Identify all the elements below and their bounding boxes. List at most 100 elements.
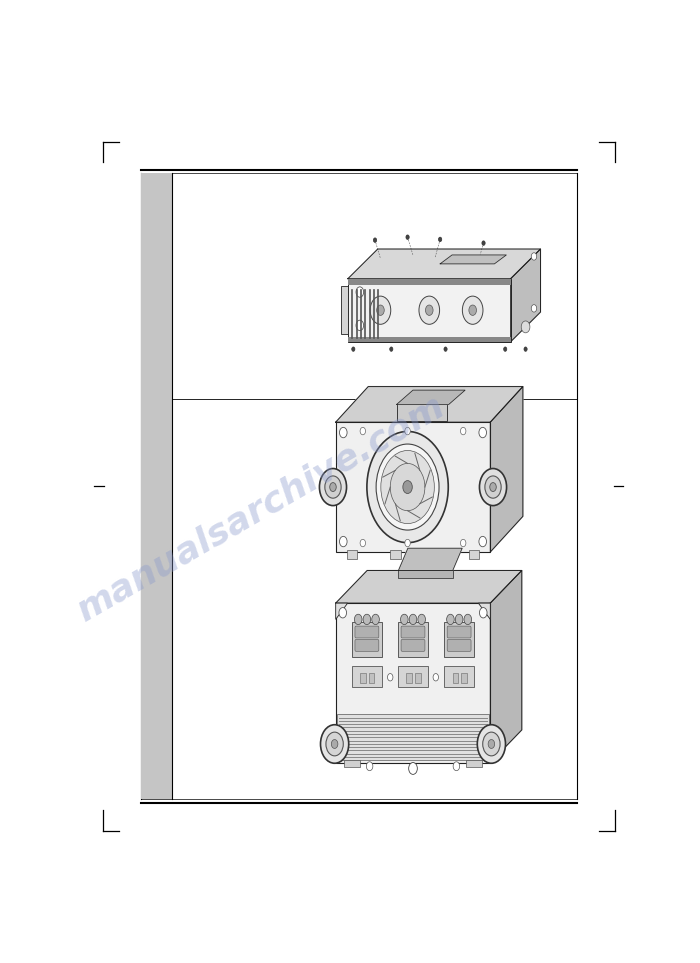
Bar: [397, 404, 447, 421]
FancyBboxPatch shape: [355, 639, 379, 651]
Bar: [398, 622, 428, 657]
Circle shape: [360, 539, 365, 547]
Bar: [337, 715, 489, 761]
Circle shape: [409, 763, 417, 774]
Circle shape: [356, 321, 363, 330]
Polygon shape: [336, 603, 348, 619]
Circle shape: [433, 673, 438, 681]
Circle shape: [531, 304, 537, 312]
FancyBboxPatch shape: [447, 626, 471, 638]
Bar: [430, 551, 442, 560]
Circle shape: [453, 762, 460, 770]
Circle shape: [426, 305, 433, 316]
Circle shape: [319, 469, 346, 506]
Circle shape: [377, 305, 384, 316]
Circle shape: [330, 482, 336, 491]
Bar: [415, 673, 421, 683]
Circle shape: [522, 321, 530, 333]
Circle shape: [461, 428, 466, 434]
Circle shape: [469, 305, 477, 316]
Circle shape: [339, 608, 346, 618]
Circle shape: [340, 428, 347, 438]
Circle shape: [370, 296, 391, 325]
Circle shape: [360, 428, 365, 434]
Circle shape: [326, 732, 343, 756]
Bar: [398, 570, 453, 578]
FancyBboxPatch shape: [401, 626, 425, 638]
Circle shape: [331, 740, 338, 748]
Polygon shape: [398, 548, 462, 570]
Bar: [466, 760, 482, 767]
Polygon shape: [511, 249, 540, 342]
Circle shape: [388, 673, 393, 681]
Circle shape: [373, 238, 377, 243]
Circle shape: [372, 614, 379, 625]
Polygon shape: [336, 386, 523, 422]
Bar: [348, 336, 510, 342]
Bar: [444, 622, 474, 657]
Bar: [369, 673, 375, 683]
Bar: [336, 422, 490, 552]
Bar: [407, 673, 412, 683]
Circle shape: [356, 287, 363, 298]
Circle shape: [463, 296, 483, 325]
Circle shape: [381, 451, 434, 524]
Circle shape: [340, 536, 347, 547]
Circle shape: [406, 235, 410, 240]
Circle shape: [354, 614, 362, 625]
Polygon shape: [348, 249, 540, 278]
Circle shape: [366, 762, 373, 770]
Bar: [346, 551, 358, 560]
Circle shape: [483, 732, 500, 756]
Bar: [398, 666, 428, 687]
Circle shape: [480, 469, 507, 506]
Circle shape: [444, 347, 447, 351]
Circle shape: [390, 347, 393, 351]
Circle shape: [376, 444, 439, 530]
Circle shape: [405, 539, 410, 547]
Circle shape: [405, 428, 410, 434]
Bar: [360, 673, 366, 683]
Bar: [342, 286, 348, 334]
Circle shape: [455, 614, 463, 625]
Bar: [336, 603, 490, 763]
Polygon shape: [490, 386, 523, 552]
Circle shape: [490, 482, 496, 491]
Bar: [444, 666, 474, 687]
Bar: [351, 666, 382, 687]
Circle shape: [419, 296, 440, 325]
Circle shape: [438, 237, 442, 242]
Circle shape: [403, 481, 412, 493]
Bar: [348, 278, 510, 342]
Circle shape: [503, 347, 507, 351]
Polygon shape: [440, 255, 506, 264]
FancyBboxPatch shape: [447, 639, 471, 651]
Circle shape: [410, 614, 416, 625]
Circle shape: [447, 614, 454, 625]
Bar: [351, 622, 382, 657]
Polygon shape: [478, 603, 490, 619]
Circle shape: [321, 725, 349, 764]
FancyBboxPatch shape: [401, 639, 425, 651]
Circle shape: [391, 463, 425, 510]
Polygon shape: [397, 390, 465, 404]
Circle shape: [418, 614, 426, 625]
Bar: [468, 551, 480, 560]
Bar: [390, 551, 401, 560]
Circle shape: [531, 252, 537, 260]
FancyBboxPatch shape: [355, 626, 379, 638]
Circle shape: [479, 428, 486, 438]
Polygon shape: [490, 570, 522, 763]
Bar: [141, 173, 172, 799]
Text: manualsarchive.com: manualsarchive.com: [71, 389, 451, 628]
Polygon shape: [336, 570, 522, 603]
Circle shape: [477, 725, 505, 764]
Circle shape: [524, 347, 527, 351]
Circle shape: [363, 614, 371, 625]
Circle shape: [485, 476, 501, 498]
Bar: [344, 760, 360, 767]
Bar: [453, 673, 458, 683]
Circle shape: [367, 431, 448, 543]
Circle shape: [400, 614, 408, 625]
Circle shape: [325, 476, 341, 498]
